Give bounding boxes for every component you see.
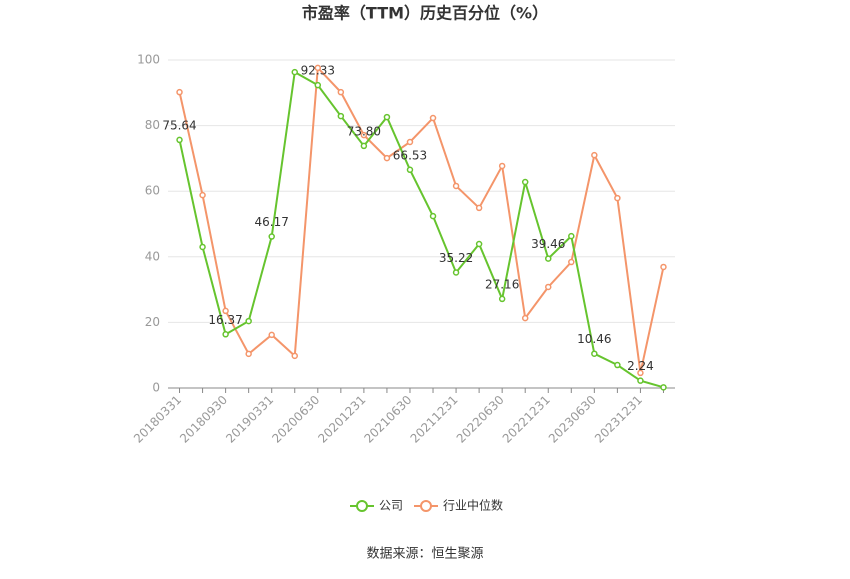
data-label: 16.37 [208, 313, 242, 327]
y-tick-label: 40 [145, 249, 160, 263]
data-point [337, 112, 345, 120]
data-point [660, 263, 667, 271]
legend-marker [356, 500, 368, 512]
y-tick-label: 80 [145, 118, 160, 132]
x-tick-label: 20220630 [454, 393, 507, 446]
data-point [452, 269, 460, 276]
data-label: 2.24 [627, 359, 654, 373]
data-label: 27.16 [485, 277, 519, 291]
series-line [178, 65, 665, 374]
data-point [475, 240, 483, 248]
data-label: 73.80 [347, 124, 381, 138]
data-point [521, 314, 529, 322]
legend-label: 公司 [379, 499, 403, 513]
data-point [222, 331, 229, 338]
data-point [360, 131, 368, 139]
data-point [591, 350, 598, 357]
data-label: 46.17 [255, 215, 289, 229]
data-point [614, 194, 621, 202]
x-tick-label: 20231231 [592, 393, 645, 446]
source-note: 数据来源：恒生聚源 [366, 547, 483, 562]
chart-title: 市盈率（TTM）历史百分位（%） [302, 4, 548, 23]
data-point [521, 178, 529, 186]
data-point [383, 154, 391, 162]
x-tick-label: 20230630 [546, 393, 599, 446]
data-label: 39.46 [531, 237, 565, 251]
data-point [199, 191, 206, 199]
data-label: 35.22 [439, 251, 473, 265]
data-point [360, 142, 368, 150]
data-point [314, 81, 322, 89]
data-label: 66.53 [393, 148, 427, 162]
y-tick-label: 20 [145, 315, 160, 329]
data-label: 92.33 [301, 64, 335, 78]
data-point [568, 232, 575, 240]
data-point [199, 243, 206, 251]
data-point [383, 113, 391, 121]
data-point [176, 88, 183, 96]
x-tick-label: 20200630 [269, 393, 322, 446]
data-point [337, 88, 345, 96]
series-line [178, 70, 664, 389]
data-point [222, 307, 229, 315]
data-point [291, 352, 298, 360]
data-point [545, 255, 552, 262]
x-tick-label: 20180930 [177, 393, 230, 446]
data-label: 75.64 [162, 118, 196, 132]
legend-label: 行业中位数 [443, 498, 503, 513]
data-point [545, 283, 552, 291]
data-label: 10.46 [577, 332, 611, 346]
data-point [614, 361, 621, 369]
data-point [429, 114, 437, 122]
data-point [245, 350, 252, 358]
y-tick-label: 100 [137, 53, 160, 67]
data-point [452, 182, 460, 190]
data-point [268, 331, 275, 339]
data-point [637, 369, 644, 377]
data-point [498, 162, 506, 170]
x-tick-label: 20201231 [315, 393, 368, 446]
x-tick-label: 20210630 [361, 393, 414, 446]
x-tick-label: 20190331 [223, 393, 276, 446]
data-point [637, 377, 644, 384]
legend-marker [420, 500, 432, 512]
x-tick-label: 20221231 [500, 393, 553, 446]
data-point [245, 317, 252, 325]
data-point [568, 258, 575, 266]
x-tick-label: 20180331 [131, 393, 184, 446]
y-tick-label: 0 [152, 381, 160, 395]
data-point [591, 151, 598, 159]
data-point [498, 295, 506, 303]
data-point [475, 204, 483, 212]
data-point [268, 233, 275, 240]
data-point [406, 166, 414, 174]
data-point [406, 138, 414, 146]
data-point [660, 384, 667, 391]
x-tick-label: 20211231 [408, 393, 461, 446]
data-point [291, 68, 298, 76]
y-tick-label: 60 [145, 184, 160, 198]
data-point [176, 136, 183, 144]
data-point [314, 64, 322, 72]
data-point [429, 212, 437, 220]
